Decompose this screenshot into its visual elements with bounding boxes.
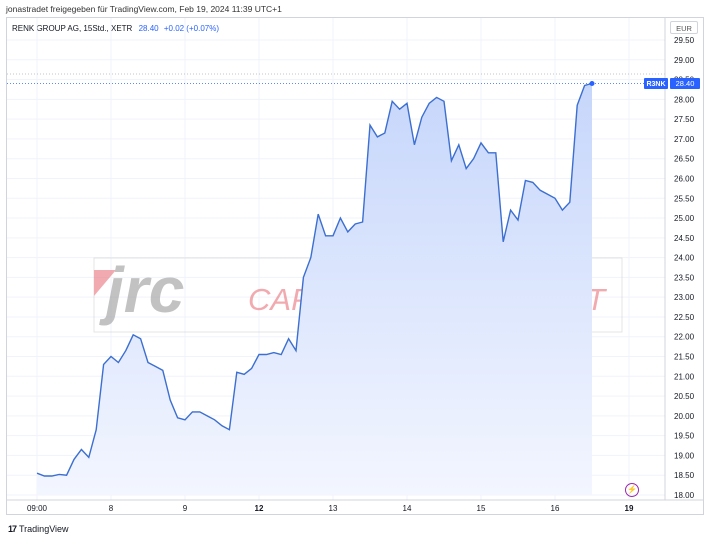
y-tick-label: 27.50 bbox=[674, 115, 695, 124]
y-tick-label: 28.00 bbox=[674, 95, 695, 104]
x-tick-label: 13 bbox=[329, 504, 338, 513]
y-tick-label: 21.50 bbox=[674, 353, 695, 362]
y-tick-label: 24.50 bbox=[674, 234, 695, 243]
share-caption: jonastradet freigegeben für TradingView.… bbox=[6, 4, 282, 14]
price-line bbox=[36, 82, 593, 477]
x-tick-label: 16 bbox=[551, 504, 560, 513]
y-tick-label: 20.50 bbox=[674, 392, 695, 401]
y-tick-label: 18.50 bbox=[674, 471, 695, 480]
tradingview-logo-icon: 17 bbox=[8, 524, 17, 534]
y-tick-label: 20.00 bbox=[674, 412, 695, 421]
x-tick-label: 14 bbox=[403, 504, 412, 513]
y-tick-label: 22.50 bbox=[674, 313, 695, 322]
y-tick-label: 23.00 bbox=[674, 293, 695, 302]
lightning-icon[interactable]: ⚡ bbox=[625, 483, 639, 497]
y-tick-label: 24.00 bbox=[674, 254, 695, 263]
footer-brand: TradingView bbox=[19, 524, 69, 534]
y-tick-label: 26.00 bbox=[674, 174, 695, 183]
y-tick-label: 29.00 bbox=[674, 56, 695, 65]
y-tick-label: 27.00 bbox=[674, 135, 695, 144]
symbol-price-tag bbox=[644, 78, 668, 90]
y-tick-label: 26.50 bbox=[674, 155, 695, 164]
last-price: 28.40 bbox=[138, 24, 159, 33]
watermark-logo-mark bbox=[94, 270, 116, 296]
currency-button[interactable]: EUR bbox=[670, 21, 698, 34]
x-tick-label: 8 bbox=[109, 504, 114, 513]
symbol-name: RENK GROUP AG, 15Std., XETR bbox=[12, 24, 133, 33]
chart-frame bbox=[6, 17, 704, 515]
y-tick-label: 19.00 bbox=[674, 451, 695, 460]
symbol-legend[interactable]: RENK GROUP AG, 15Std., XETR 28.40 +0.02 … bbox=[12, 24, 219, 33]
x-tick-label: 12 bbox=[255, 504, 264, 513]
x-tick-label: 9 bbox=[183, 504, 188, 513]
x-tick-label: 09:00 bbox=[27, 504, 48, 513]
y-tick-label: 21.00 bbox=[674, 372, 695, 381]
y-tick-label: 19.50 bbox=[674, 432, 695, 441]
last-price-labels: R3NK 28.40 bbox=[644, 78, 700, 90]
price-axis[interactable]: 18.00 18.50 19.00 19.50 20.00 20.50 21.00 21.50… bbox=[674, 36, 695, 500]
tradingview-footer[interactable]: 17 TradingView bbox=[8, 524, 69, 534]
x-tick-label: 19 bbox=[625, 504, 634, 513]
last-price-tag-text: 28.40 bbox=[676, 79, 695, 88]
time-axis[interactable]: 09:00 8 9 12 13 14 15 16 19 bbox=[27, 504, 634, 513]
y-tick-label: 25.50 bbox=[674, 194, 695, 203]
y-tick-label: 18.00 bbox=[674, 491, 695, 500]
last-price-dot bbox=[589, 81, 595, 87]
x-tick-label: 15 bbox=[477, 504, 486, 513]
price-area-fill bbox=[37, 83, 592, 495]
y-tick-label: 23.50 bbox=[674, 273, 695, 282]
symbol-tag-text: R3NK bbox=[646, 81, 665, 88]
y-tick-label: 22.00 bbox=[674, 333, 695, 342]
watermark-brand: jrc bbox=[99, 254, 184, 326]
y-tick-label: 25.00 bbox=[674, 214, 695, 223]
price-change: +0.02 (+0.07%) bbox=[163, 24, 219, 33]
y-tick-label: 29.50 bbox=[674, 36, 695, 45]
last-price-tag bbox=[670, 78, 700, 90]
